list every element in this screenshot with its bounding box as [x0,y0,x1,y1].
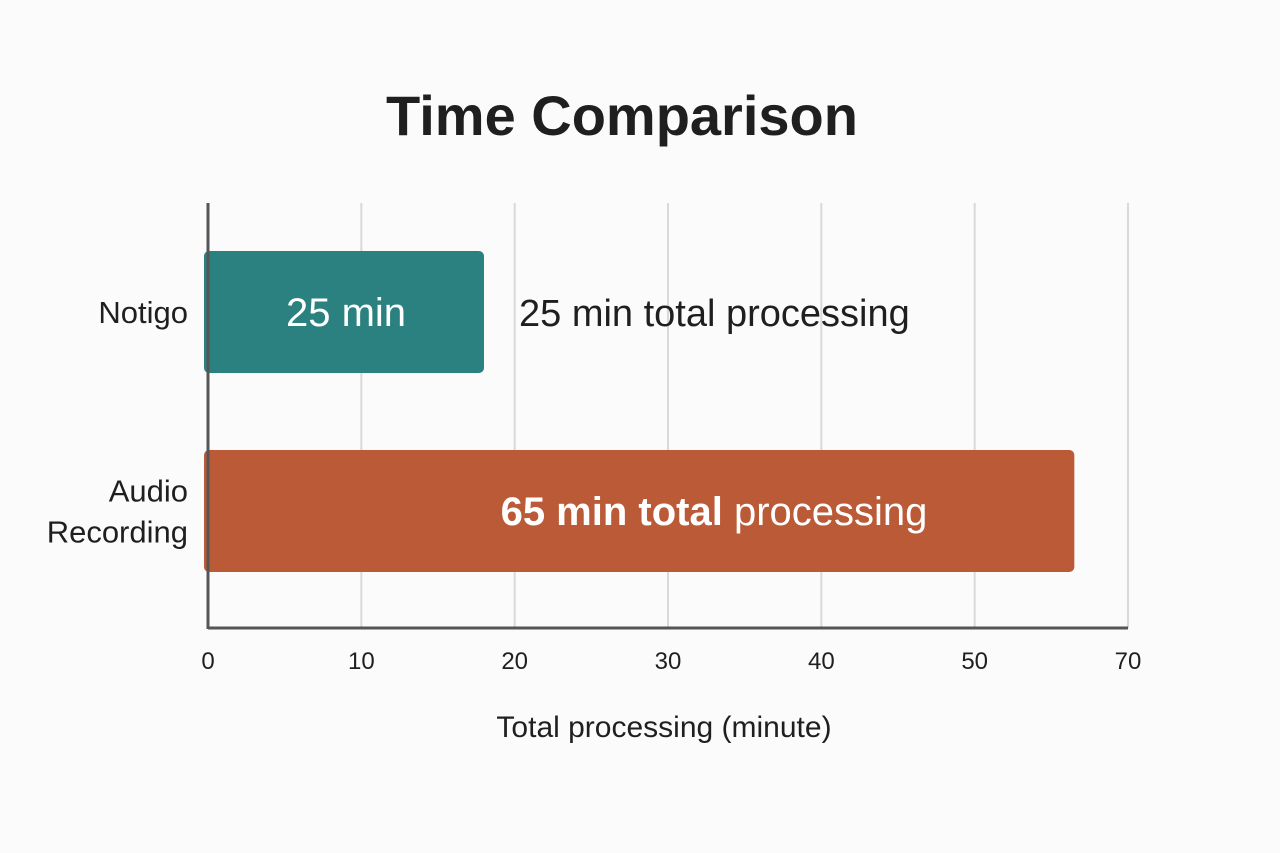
category-label: Notigo [98,295,188,330]
category-label: Recording [47,515,188,550]
x-tick-label: 20 [501,648,528,675]
x-tick-label: 30 [655,648,682,675]
x-tick-labels: 0 10 20 30 40 50 70 [201,648,1141,675]
x-tick-label: 70 [1115,648,1142,675]
bar-group [204,450,1075,572]
category-label: Audio [109,474,188,509]
x-tick-label: 50 [961,648,988,675]
bar-group [204,251,484,373]
axes [206,203,1128,630]
bar-value-labels: 25 min 25 min total processing 65 min tota… [286,291,927,534]
bar-label-bold-part: 65 min total [501,490,723,534]
bar-inside-label: 25 min [286,291,406,335]
bar-inside-label: 65 min total processing [501,490,928,534]
x-tick-label: 40 [808,648,835,675]
bar [204,450,1075,572]
x-axis-label: Total processing (minute) [496,711,831,744]
bar-outside-label: 25 min total processing [519,293,910,335]
bar [204,251,484,373]
x-tick-label: 10 [348,648,375,675]
x-tick-label: 0 [201,648,214,675]
bar-label-rest-part: processing [723,490,928,534]
bars [204,251,1075,572]
chart-title: Time Comparison [386,84,858,147]
category-labels: Notigo Audio Recording [47,295,188,550]
